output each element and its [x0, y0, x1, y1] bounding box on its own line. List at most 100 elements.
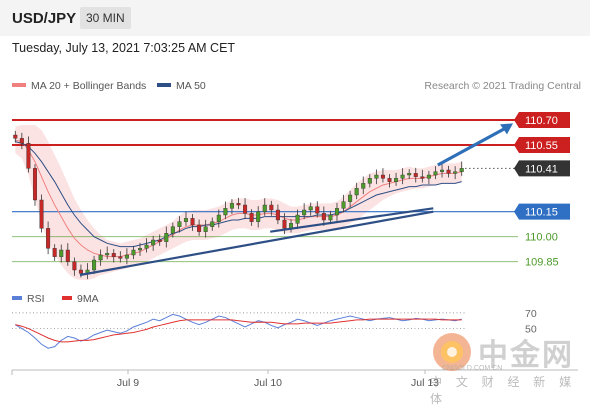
- forecast-arrow-shaft: [437, 125, 508, 167]
- ma9-label: 9MA: [77, 293, 99, 305]
- candle: [78, 269, 83, 274]
- watermark-url: CNGOLD.COM.CN: [442, 365, 503, 372]
- candle: [138, 248, 143, 251]
- watermark-name: 中金网: [478, 338, 574, 373]
- candle: [39, 199, 44, 229]
- candle: [223, 208, 228, 216]
- rsi-line: [15, 313, 462, 349]
- candle: [282, 219, 287, 229]
- trendline-1: [79, 210, 434, 277]
- candle: [243, 204, 248, 214]
- level-text: 110.15: [525, 207, 558, 219]
- candle: [262, 204, 267, 212]
- candle: [380, 174, 385, 179]
- legend-ma50: MA 50: [157, 80, 206, 92]
- candle: [400, 174, 405, 179]
- ma20-line: [15, 139, 462, 258]
- candle: [13, 134, 18, 139]
- candle: [413, 173, 418, 177]
- candle: [341, 201, 346, 209]
- timestamp: Tuesday, July 13, 2021 7:03:25 AM CET: [12, 41, 236, 55]
- candle: [367, 178, 372, 184]
- level-label-110.15: 110.15: [514, 203, 570, 220]
- candle: [334, 208, 339, 216]
- candle: [197, 224, 202, 232]
- level-text: 110.70: [525, 115, 558, 127]
- candle: [105, 253, 110, 256]
- level-text: 110.00: [525, 232, 558, 244]
- candle: [308, 206, 313, 211]
- candle: [65, 249, 70, 262]
- candle: [433, 171, 438, 176]
- candle: [374, 174, 379, 179]
- candle: [249, 213, 254, 222]
- level-tag: [514, 137, 570, 153]
- candle: [275, 209, 280, 221]
- x-tick-label: Jul 10: [254, 377, 282, 389]
- candle: [98, 254, 103, 261]
- rsi-tick-label: 70: [525, 308, 537, 320]
- level-label-109.85: 109.85: [525, 257, 559, 269]
- level-text: 109.85: [525, 257, 559, 269]
- candle: [118, 256, 123, 259]
- candle: [72, 261, 77, 271]
- ma50-swatch: [157, 83, 171, 88]
- candle: [394, 178, 399, 182]
- candle: [302, 209, 307, 216]
- candle: [328, 214, 333, 221]
- ma20-swatch: [12, 83, 26, 88]
- candle: [19, 138, 24, 144]
- candle: [440, 169, 445, 172]
- candle: [426, 174, 431, 179]
- candle: [256, 211, 261, 222]
- rsi-swatch: [12, 296, 22, 301]
- candle: [295, 214, 300, 224]
- level-label-110.41: 110.41: [514, 160, 570, 177]
- candle: [354, 188, 359, 196]
- candle: [52, 248, 57, 257]
- candle: [170, 226, 175, 234]
- candle: [111, 253, 116, 257]
- candle: [183, 218, 188, 222]
- timeframe-button[interactable]: 30 MIN: [80, 7, 131, 29]
- candle: [236, 203, 241, 206]
- level-label-110.70: 110.70: [514, 112, 570, 128]
- ma50-label: MA 50: [176, 80, 206, 92]
- candle: [190, 218, 195, 226]
- candle: [446, 169, 451, 174]
- candle: [177, 221, 182, 227]
- x-tick-label: Jul 9: [117, 377, 139, 389]
- candle: [229, 203, 234, 209]
- ma50-line: [15, 141, 462, 248]
- forecast-arrow-icon: [500, 123, 513, 135]
- level-label-110.55: 110.55: [514, 137, 570, 153]
- candle: [59, 249, 64, 257]
- ma9-swatch: [62, 296, 72, 301]
- candle: [92, 259, 97, 271]
- candle: [46, 228, 51, 249]
- rsi-ma9-line: [15, 318, 462, 343]
- candle: [144, 244, 149, 249]
- candle: [315, 206, 320, 214]
- level-label-110.00: 110.00: [525, 232, 558, 244]
- watermark: 中金网 CNGOLD.COM.CN 中 文 财 经 新 媒 体: [430, 330, 580, 406]
- legend-9ma: 9MA: [62, 293, 99, 305]
- candle: [131, 249, 136, 256]
- level-tag: [514, 203, 570, 220]
- candle: [26, 143, 31, 169]
- candle: [157, 239, 162, 242]
- candle: [387, 178, 392, 182]
- legend-ma20: MA 20 + Bollinger Bands: [12, 80, 146, 92]
- watermark-logo-icon: [433, 333, 471, 371]
- candle: [420, 176, 425, 179]
- legend-rsi: RSI: [12, 293, 45, 305]
- candle: [210, 221, 215, 227]
- watermark-sub: 中 文 财 经 新 媒 体: [430, 375, 577, 406]
- candle: [216, 214, 221, 222]
- symbol-label: USD/JPY: [12, 10, 77, 27]
- ma20-label: MA 20 + Bollinger Bands: [31, 80, 147, 92]
- x-tick-label: Jul 13: [411, 377, 439, 389]
- level-text: 110.55: [525, 140, 558, 152]
- trendline-2: [270, 207, 434, 233]
- level-tag: [514, 160, 570, 177]
